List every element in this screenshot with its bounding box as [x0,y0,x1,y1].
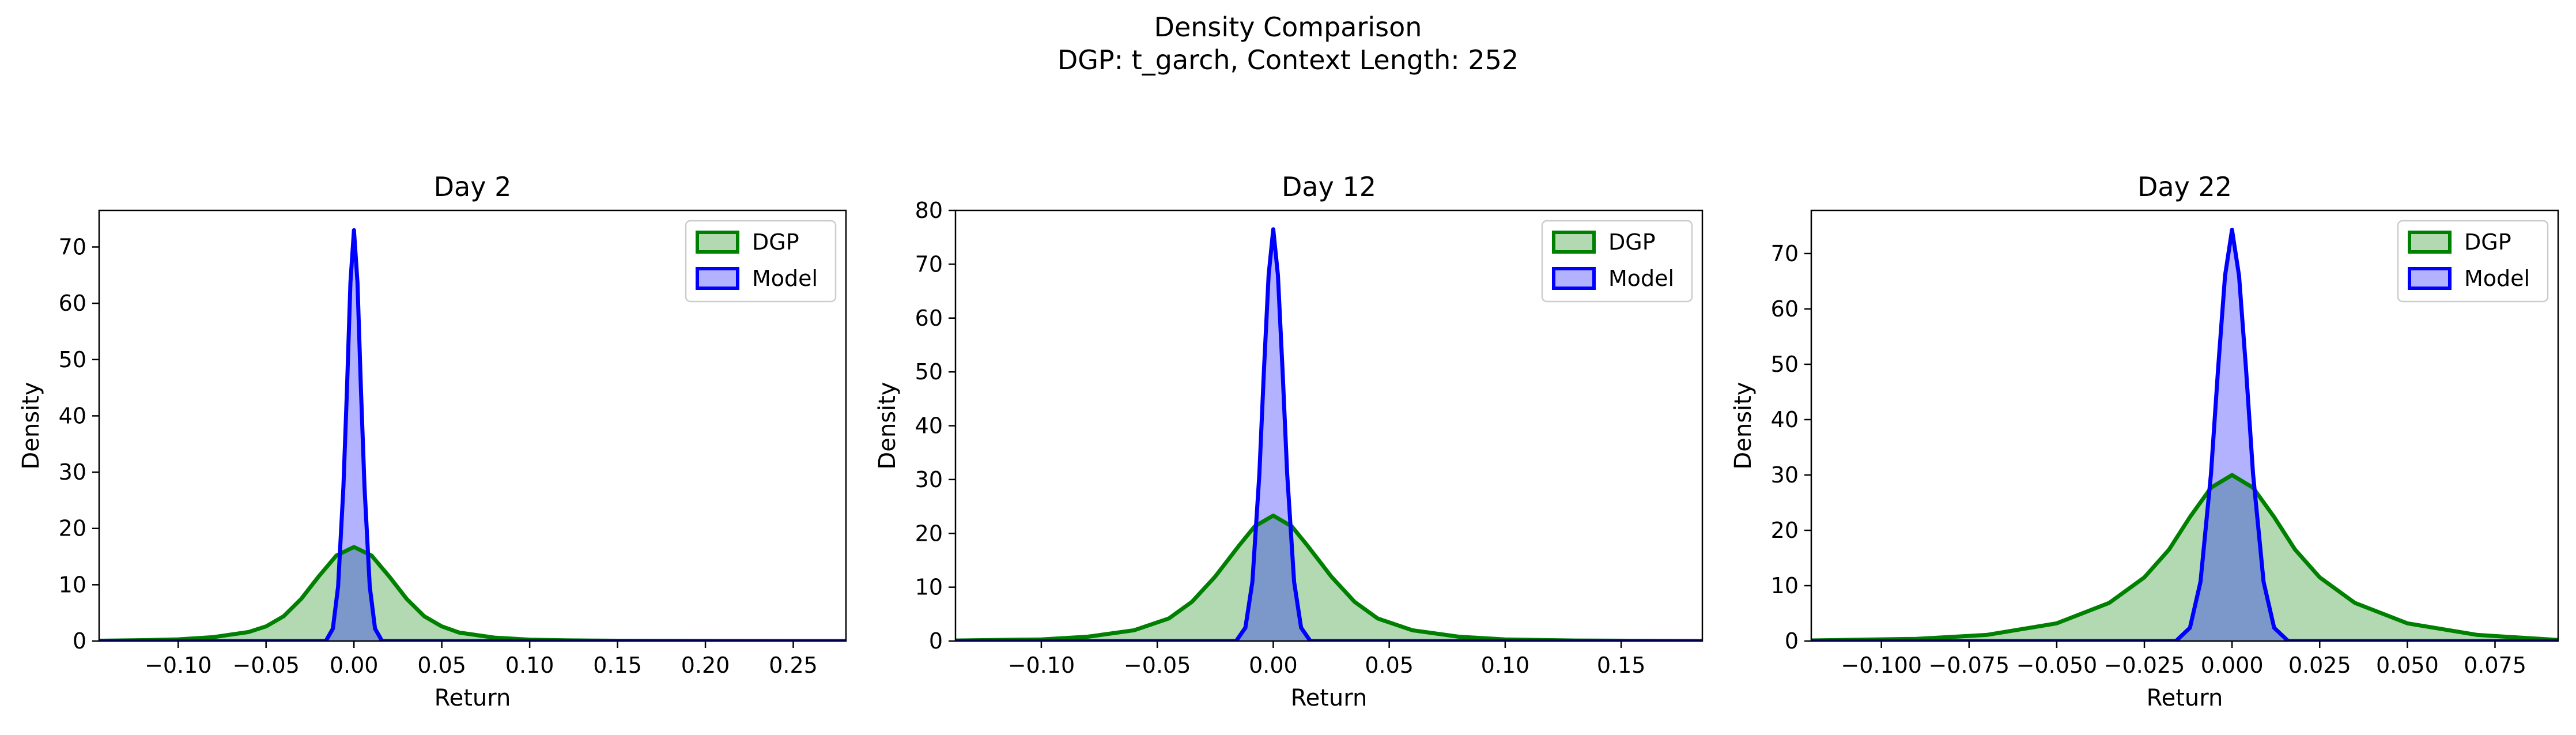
y-axis-label: Density [18,382,44,469]
y-axis-label: Density [874,382,901,469]
axes-frame [98,209,847,642]
legend: DGP Model [1541,220,1693,303]
legend: DGP Model [685,220,837,303]
y-tick-label: 30 [915,467,943,492]
y-tick-label: 20 [59,516,86,541]
model-density-line [955,227,1702,641]
dgp-density-line [955,513,1702,641]
legend-label-model: Model [2464,266,2530,291]
y-tick-label: 0 [1785,628,1799,654]
y-axis-label: Density [1730,382,1757,469]
y-tick-label: 20 [1771,518,1799,543]
x-axis-label: Return [2147,685,2223,711]
y-tick-label: 70 [59,234,86,259]
axes-frame [1810,209,2559,642]
y-tick-label: 60 [59,291,86,316]
x-tick-label: 0.15 [593,653,642,678]
x-tick-label: 0.25 [769,653,818,678]
subplot-day-12: −0.10 −0.05 0.00 0.05 0.10 0.15 0 10 20 30 40 50 60 7… [874,171,1704,711]
x-tick-label: 0.00 [1249,653,1298,678]
subplot-day-2: −0.10 −0.05 0.00 0.05 0.10 0.15 0.20 0.25 0 10 20 3… [18,171,847,711]
subplot-day-22: −0.100 −0.075 −0.050 −0.025 0.000 0.025 0.050 0… [1730,171,2559,711]
y-tick-label: 60 [915,306,943,331]
y-tick-label: 50 [1771,352,1799,377]
x-tick-label: −0.05 [232,653,299,678]
dgp-density-line [1811,473,2558,641]
dgp-density-fill [955,515,1702,641]
x-tick-label: 0.15 [1597,653,1646,678]
model-density-line [1811,228,2558,641]
y-tick-label: 10 [59,572,86,597]
y-tick-label: 40 [59,403,86,428]
x-tick-label: 0.05 [1365,653,1414,678]
x-tick-label: −0.075 [1928,653,2010,678]
y-tick-label: 50 [915,359,943,385]
x-tick-label: −0.10 [145,653,211,678]
plot-area [1811,228,2558,641]
legend-swatch-model [1552,267,1596,290]
x-tick-label: 0.05 [417,653,466,678]
legend-box [685,220,837,303]
legend-swatch-model [2408,267,2452,290]
x-tick-label: 0.000 [2201,653,2264,678]
plot-area [99,228,846,641]
legend-swatch-dgp [1552,231,1596,254]
x-tick-label: 0.10 [505,653,554,678]
legend-label-dgp: DGP [2464,229,2511,255]
y-tick-label: 80 [915,198,943,223]
y-tick-label: 50 [59,347,86,372]
y-tick-label: 70 [915,251,943,277]
dgp-density-line [99,545,846,641]
legend-label-dgp: DGP [752,229,799,255]
figure-subtitle: DGP: t_garch, Context Length: 252 [1057,44,1519,76]
x-axis-label: Return [435,685,511,711]
dgp-density-fill [1811,475,2558,641]
x-tick-label: 0.20 [681,653,730,678]
x-tick-label: −0.050 [2016,653,2098,678]
legend-swatch-dgp [2408,231,2452,254]
legend-box [1541,220,1693,303]
x-tick-label: 0.075 [2464,653,2526,678]
y-tick-label: 20 [915,521,943,546]
x-tick-label: 0.025 [2288,653,2351,678]
y-tick-label: 0 [73,628,86,654]
y-tick-label: 10 [1771,573,1799,598]
x-tick-label: −0.025 [2104,653,2185,678]
model-density-line [99,228,846,641]
subplot-title: Day 22 [2137,171,2232,202]
x-tick-label: 0.050 [2376,653,2439,678]
x-tick-label: 0.10 [1481,653,1530,678]
legend-label-model: Model [1608,266,1674,291]
y-tick-label: 60 [1771,296,1799,322]
y-tick-label: 40 [915,413,943,439]
legend-box [2397,220,2549,303]
plot-area [955,227,1702,641]
x-tick-label: −0.05 [1124,653,1191,678]
subplot-title: Day 2 [434,171,512,202]
x-axis-label: Return [1291,685,1368,711]
x-tick-label: 0.00 [330,653,379,678]
x-tick-label: −0.100 [1841,653,1922,678]
legend-label-dgp: DGP [1608,229,1656,255]
legend: DGP Model [2397,220,2549,303]
y-tick-label: 30 [59,459,86,485]
legend-swatch-dgp [696,231,739,254]
legend-swatch-model [696,267,739,290]
subplot-title: Day 12 [1282,171,1376,202]
y-tick-label: 10 [915,575,943,600]
y-tick-label: 0 [929,628,943,654]
y-tick-label: 30 [1771,462,1799,488]
y-tick-label: 40 [1771,407,1799,432]
dgp-density-fill [99,546,846,641]
y-tick-label: 70 [1771,241,1799,266]
x-tick-label: −0.10 [1008,653,1075,678]
legend-label-model: Model [752,266,818,291]
figure-title: Density Comparison [1154,12,1422,43]
